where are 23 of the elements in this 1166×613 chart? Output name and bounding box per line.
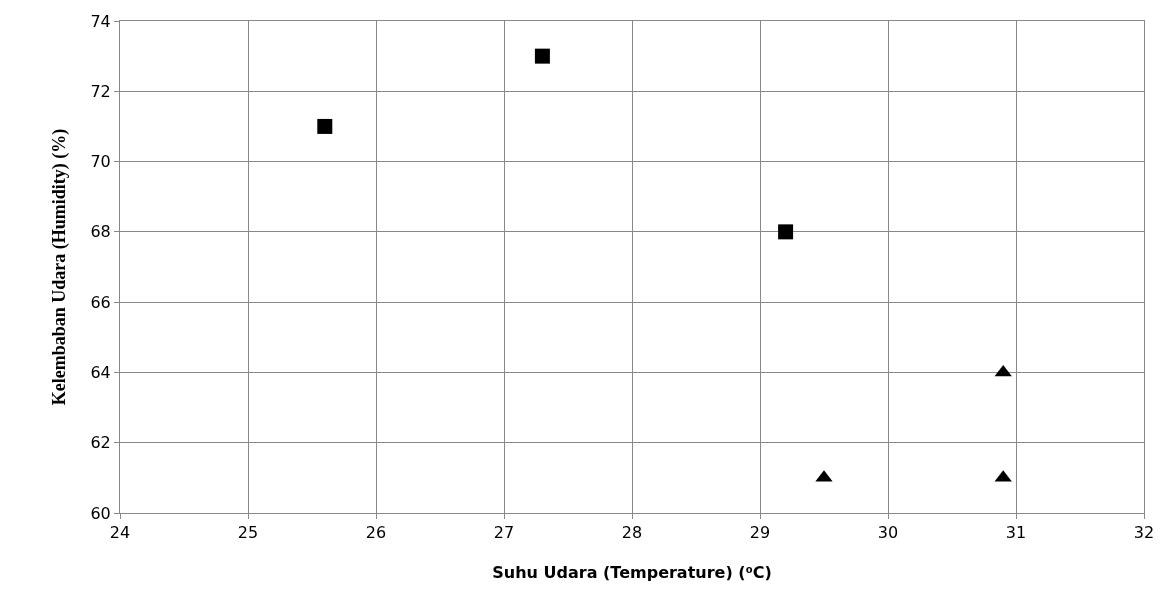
x-tick-label: 27 — [493, 523, 515, 543]
y-axis-title: Kelembaban Udara (Humidity) (%) — [48, 128, 70, 406]
y-tick-label: 62 — [90, 433, 111, 453]
y-tick-label: 70 — [90, 152, 111, 172]
x-tick-label: 25 — [237, 523, 259, 543]
x-tick-label: 30 — [877, 523, 899, 543]
point — [994, 364, 1012, 377]
y-tick-label: 72 — [90, 81, 111, 101]
point — [534, 48, 550, 64]
y-tick-label: 68 — [90, 222, 111, 242]
point — [317, 118, 333, 134]
x-tick-label: 24 — [109, 523, 131, 543]
x-tick-label: 31 — [1005, 523, 1027, 543]
x-axis-title: Suhu Udara (Temperature) (⁰C) — [492, 562, 772, 582]
y-tick-label: 66 — [90, 292, 111, 312]
point — [778, 224, 794, 240]
x-tick-label: 28 — [621, 523, 643, 543]
y-tick-label: 74 — [90, 11, 111, 31]
x-tick-label: 26 — [365, 523, 387, 543]
x-tick-label: 32 — [1133, 523, 1155, 543]
x-tick-label: 29 — [749, 523, 771, 543]
y-tick-label: 60 — [90, 503, 111, 523]
y-tick-label: 64 — [90, 363, 111, 383]
